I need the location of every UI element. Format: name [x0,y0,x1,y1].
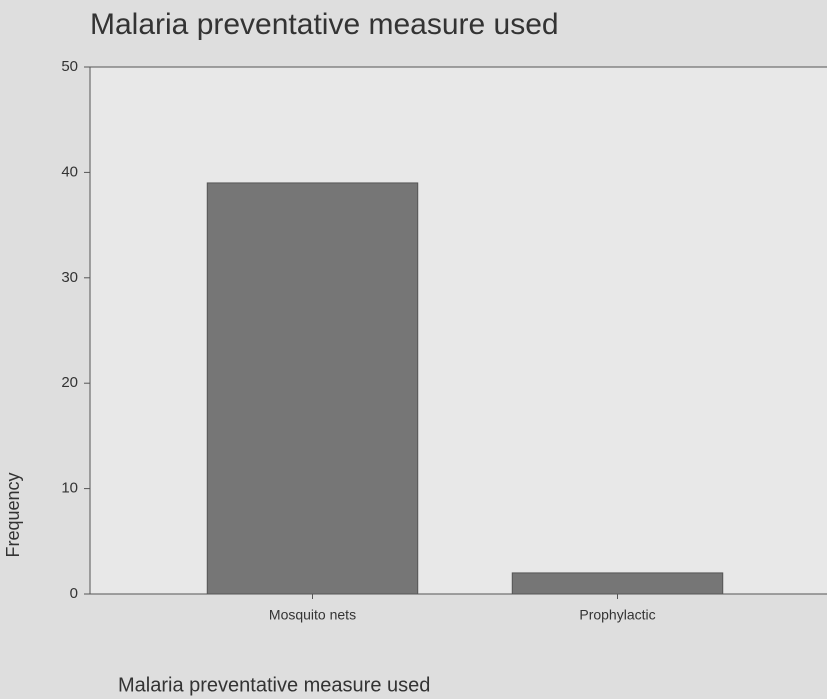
x-axis-label: Malaria preventative measure used [118,674,430,696]
x-tick-label: Prophylactic [579,607,655,623]
plot-area [90,67,827,594]
x-tick-label: Mosquito nets [269,607,356,623]
y-tick-label: 0 [70,585,78,602]
y-tick-label: 20 [61,374,78,391]
y-axis-label: Frequency [3,472,23,557]
y-tick-label: 50 [61,58,78,75]
bar [511,572,724,595]
y-tick-label: 40 [61,163,78,180]
y-tick-label: 10 [61,480,78,497]
chart-title: Malaria preventative measure used [90,8,559,41]
y-tick-label: 30 [61,269,78,286]
bar [206,182,419,595]
